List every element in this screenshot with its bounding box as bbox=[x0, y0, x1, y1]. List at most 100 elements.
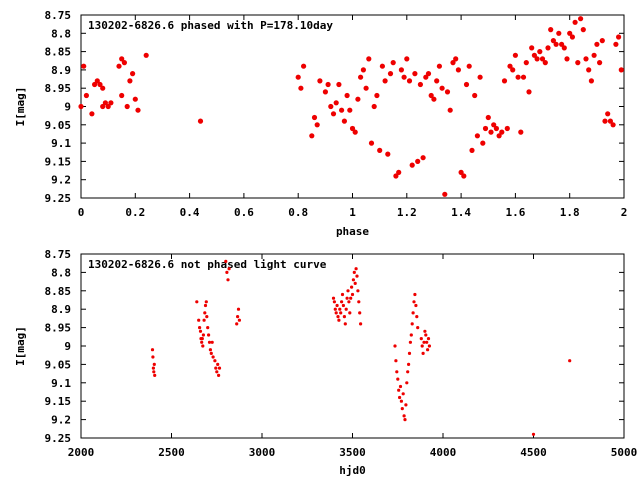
data-point bbox=[311, 114, 318, 121]
data-point bbox=[580, 27, 586, 33]
data-point bbox=[572, 19, 578, 25]
y-tick-label: 9.15 bbox=[45, 395, 72, 408]
data-point bbox=[393, 173, 399, 179]
data-point bbox=[423, 74, 429, 80]
data-point bbox=[442, 191, 448, 197]
y-tick-label: 8.95 bbox=[45, 322, 72, 335]
data-point bbox=[534, 56, 540, 62]
data-point bbox=[340, 292, 345, 297]
data-point bbox=[439, 85, 445, 91]
data-point bbox=[203, 303, 208, 308]
data-point bbox=[410, 322, 414, 326]
y-tick-label: 9 bbox=[64, 101, 71, 114]
data-point bbox=[501, 78, 508, 84]
data-point bbox=[594, 41, 600, 47]
data-point bbox=[100, 85, 106, 91]
data-point bbox=[474, 133, 480, 139]
data-point bbox=[351, 278, 355, 282]
data-point bbox=[340, 300, 344, 304]
data-point bbox=[344, 307, 348, 311]
data-point bbox=[480, 140, 486, 146]
data-point bbox=[339, 311, 343, 315]
y-tick-label: 9.2 bbox=[51, 414, 71, 427]
data-point bbox=[227, 267, 231, 271]
y-tick-label: 9.1 bbox=[51, 377, 71, 390]
y-tick-label: 8.9 bbox=[51, 64, 71, 77]
data-point bbox=[331, 296, 336, 300]
data-point bbox=[235, 322, 239, 326]
data-point bbox=[151, 355, 155, 359]
data-point bbox=[349, 296, 353, 300]
data-point bbox=[314, 122, 320, 128]
x-tick-label: 3500 bbox=[339, 446, 366, 459]
x-tick-label: 1.8 bbox=[560, 206, 580, 219]
data-point bbox=[404, 403, 408, 407]
data-point bbox=[431, 96, 437, 102]
data-point bbox=[531, 432, 536, 436]
data-point bbox=[333, 307, 337, 311]
data-point bbox=[402, 414, 406, 418]
data-point bbox=[356, 289, 360, 293]
x-tick-label: 0.2 bbox=[125, 206, 145, 219]
x-tick-label: 2 bbox=[621, 206, 628, 219]
y-tick-label: 8.8 bbox=[51, 27, 71, 40]
data-point bbox=[301, 63, 307, 69]
data-point bbox=[371, 103, 377, 110]
y-tick-label: 8.95 bbox=[45, 82, 72, 95]
data-point bbox=[317, 78, 323, 84]
data-point bbox=[408, 340, 412, 344]
data-point bbox=[347, 300, 351, 304]
data-point bbox=[211, 355, 215, 359]
data-point bbox=[416, 326, 420, 330]
x-tick-label: 1 bbox=[349, 206, 356, 219]
data-point bbox=[119, 56, 125, 62]
data-point bbox=[152, 370, 156, 374]
data-point bbox=[236, 315, 240, 319]
data-point bbox=[403, 418, 407, 422]
data-point bbox=[81, 63, 87, 69]
data-point bbox=[195, 300, 199, 304]
chart-title: 130202-6826.6 not phased light curve bbox=[88, 258, 327, 271]
data-point bbox=[427, 344, 431, 348]
data-point bbox=[493, 125, 499, 132]
data-point bbox=[409, 162, 415, 168]
data-point bbox=[203, 311, 207, 315]
data-point bbox=[332, 300, 336, 304]
data-point bbox=[394, 359, 398, 363]
data-point bbox=[355, 274, 359, 278]
data-point bbox=[102, 100, 108, 106]
data-point bbox=[339, 107, 345, 113]
data-point bbox=[415, 315, 419, 319]
data-point bbox=[108, 100, 114, 106]
data-point bbox=[499, 129, 505, 135]
data-point bbox=[406, 78, 413, 84]
data-point bbox=[374, 92, 380, 99]
y-tick-label: 8.75 bbox=[45, 248, 72, 261]
x-tick-label: 4000 bbox=[430, 446, 457, 459]
y-tick-label: 9.05 bbox=[45, 358, 72, 371]
x-tick-label: 5000 bbox=[611, 446, 638, 459]
x-tick-label: 0.8 bbox=[288, 206, 308, 219]
x-axis-label: phase bbox=[336, 225, 369, 238]
y-tick-label: 9.25 bbox=[45, 192, 72, 205]
data-point bbox=[208, 348, 212, 352]
data-point bbox=[350, 285, 354, 289]
data-point bbox=[398, 384, 403, 389]
data-point bbox=[385, 151, 391, 157]
data-point bbox=[436, 63, 442, 69]
data-point bbox=[510, 67, 516, 73]
data-point bbox=[214, 366, 218, 370]
data-point bbox=[393, 344, 397, 348]
data-point bbox=[197, 318, 201, 322]
x-tick-label: 1.6 bbox=[505, 206, 525, 219]
data-point bbox=[200, 340, 204, 344]
data-point bbox=[344, 92, 350, 99]
data-point bbox=[298, 85, 304, 91]
data-point bbox=[542, 60, 548, 66]
data-point bbox=[417, 81, 423, 88]
data-point bbox=[412, 300, 416, 304]
x-tick-label: 3000 bbox=[249, 446, 276, 459]
data-point bbox=[328, 103, 334, 110]
x-tick-label: 2500 bbox=[158, 446, 185, 459]
